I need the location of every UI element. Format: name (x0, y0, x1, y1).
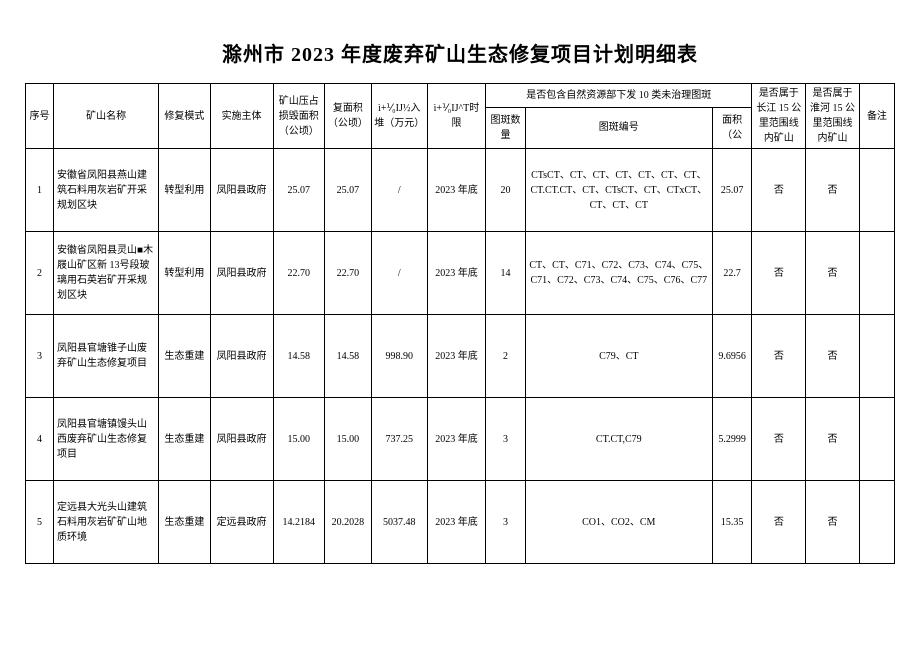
th-mode: 修复模式 (159, 84, 210, 149)
cell-restore-area: 14.58 (324, 315, 371, 398)
th-damaged-area: 矿山压占损毁面积（公顷） (273, 84, 324, 149)
table-row: 2安徽省凤阳县灵山■木屐山矿区新 13号段玻璃用石英岩矿开采规划区块转型利用凤阳… (26, 232, 895, 315)
table-row: 5定远县大光头山建筑石料用灰岩矿矿山地质环境生态重建定远县政府14.218420… (26, 481, 895, 564)
cell-invest: / (371, 149, 427, 232)
cell-deadline: 2023 年底 (427, 149, 485, 232)
cell-changjiang: 否 (752, 398, 806, 481)
cell-tb-area: 22.7 (712, 232, 752, 315)
cell-mode: 生态重建 (159, 315, 210, 398)
cell-tb-num: CT.CT,C79 (525, 398, 712, 481)
cell-impl: 凤阳县政府 (210, 232, 273, 315)
cell-tb-count: 3 (486, 481, 526, 564)
cell-changjiang: 否 (752, 149, 806, 232)
cell-changjiang: 否 (752, 232, 806, 315)
th-tb-num: 图斑编号 (525, 107, 712, 148)
cell-impl: 凤阳县政府 (210, 149, 273, 232)
cell-tb-num: C79、CT (525, 315, 712, 398)
cell-huaihe: 否 (806, 315, 860, 398)
th-invest: ì+⅟₀IJ½入堆（万元） (371, 84, 427, 149)
th-huaihe: 是否属于淮河 15 公里范围线内矿山 (806, 84, 860, 149)
page-title: 滁州市 2023 年度废弃矿山生态修复项目计划明细表 (25, 38, 895, 67)
cell-huaihe: 否 (806, 232, 860, 315)
cell-damaged-area: 15.00 (273, 398, 324, 481)
cell-changjiang: 否 (752, 481, 806, 564)
th-remark: 备注 (859, 84, 894, 149)
cell-restore-area: 22.70 (324, 232, 371, 315)
th-tuban-group: 是否包含自然资源部下发 10 类未治理图斑 (486, 84, 752, 108)
cell-mode: 转型利用 (159, 149, 210, 232)
cell-name: 凤阳县官塘锥子山废弃矿山生态修复项目 (54, 315, 159, 398)
cell-remark (859, 398, 894, 481)
cell-tb-num: CO1、CO2、CM (525, 481, 712, 564)
table-row: 4凤阳县官塘镇馒头山西废弃矿山生态修复项目生态重建凤阳县政府15.0015.00… (26, 398, 895, 481)
cell-restore-area: 25.07 (324, 149, 371, 232)
cell-invest: 5037.48 (371, 481, 427, 564)
th-name: 矿山名称 (54, 84, 159, 149)
cell-huaihe: 否 (806, 481, 860, 564)
cell-tb-count: 20 (486, 149, 526, 232)
cell-restore-area: 20.2028 (324, 481, 371, 564)
cell-remark (859, 232, 894, 315)
cell-name: 安徽省凤阳县燕山建筑石料用灰岩矿开采规划区块 (54, 149, 159, 232)
cell-idx: 2 (26, 232, 54, 315)
cell-name: 凤阳县官塘镇馒头山西废弃矿山生态修复项目 (54, 398, 159, 481)
th-restore-area: 复面积（公顷） (324, 84, 371, 149)
cell-tb-area: 15.35 (712, 481, 752, 564)
cell-remark (859, 315, 894, 398)
cell-idx: 5 (26, 481, 54, 564)
cell-huaihe: 否 (806, 398, 860, 481)
cell-mode: 生态重建 (159, 398, 210, 481)
cell-damaged-area: 14.2184 (273, 481, 324, 564)
cell-remark (859, 149, 894, 232)
cell-damaged-area: 25.07 (273, 149, 324, 232)
cell-restore-area: 15.00 (324, 398, 371, 481)
cell-impl: 定远县政府 (210, 481, 273, 564)
cell-deadline: 2023 年底 (427, 481, 485, 564)
th-tb-count: 图斑数量 (486, 107, 526, 148)
cell-invest: / (371, 232, 427, 315)
th-changjiang: 是否属于长江 15 公里范围线内矿山 (752, 84, 806, 149)
cell-tb-area: 25.07 (712, 149, 752, 232)
cell-tb-num: CTsCT、CT、CT、CT、CT、CT、CT、CT.CT.CT、CT、CTsC… (525, 149, 712, 232)
cell-damaged-area: 14.58 (273, 315, 324, 398)
cell-tb-area: 9.6956 (712, 315, 752, 398)
cell-impl: 凤阳县政府 (210, 398, 273, 481)
cell-deadline: 2023 年底 (427, 315, 485, 398)
table-row: 1安徽省凤阳县燕山建筑石料用灰岩矿开采规划区块转型利用凤阳县政府25.0725.… (26, 149, 895, 232)
plan-table: 序号 矿山名称 修复模式 实施主体 矿山压占损毁面积（公顷） 复面积（公顷） ì… (25, 83, 895, 564)
th-idx: 序号 (26, 84, 54, 149)
cell-deadline: 2023 年底 (427, 232, 485, 315)
table-row: 3凤阳县官塘锥子山废弃矿山生态修复项目生态重建凤阳县政府14.5814.5899… (26, 315, 895, 398)
cell-invest: 998.90 (371, 315, 427, 398)
cell-name: 定远县大光头山建筑石料用灰岩矿矿山地质环境 (54, 481, 159, 564)
cell-tb-count: 14 (486, 232, 526, 315)
th-impl: 实施主体 (210, 84, 273, 149)
cell-idx: 1 (26, 149, 54, 232)
cell-name: 安徽省凤阳县灵山■木屐山矿区新 13号段玻璃用石英岩矿开采规划区块 (54, 232, 159, 315)
cell-huaihe: 否 (806, 149, 860, 232)
cell-remark (859, 481, 894, 564)
cell-changjiang: 否 (752, 315, 806, 398)
th-tb-area: 面积（公 (712, 107, 752, 148)
cell-impl: 凤阳县政府 (210, 315, 273, 398)
cell-damaged-area: 22.70 (273, 232, 324, 315)
cell-idx: 4 (26, 398, 54, 481)
cell-tb-area: 5.2999 (712, 398, 752, 481)
cell-tb-count: 2 (486, 315, 526, 398)
cell-idx: 3 (26, 315, 54, 398)
cell-mode: 生态重建 (159, 481, 210, 564)
cell-invest: 737.25 (371, 398, 427, 481)
cell-deadline: 2023 年底 (427, 398, 485, 481)
cell-mode: 转型利用 (159, 232, 210, 315)
th-deadline: ì+⅟₀IJ^T时限 (427, 84, 485, 149)
cell-tb-num: CT、CT、C71、C72、C73、C74、C75、C71、C72、C73、C7… (525, 232, 712, 315)
cell-tb-count: 3 (486, 398, 526, 481)
